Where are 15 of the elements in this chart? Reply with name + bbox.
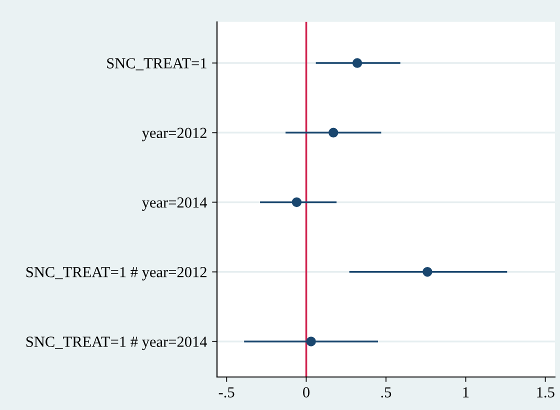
point — [328, 128, 338, 138]
y-tick-label: SNC_TREAT=1 # year=2014 — [26, 336, 208, 350]
x-tick-label: 0 — [303, 387, 310, 398]
y-tick-label: SNC_TREAT=1 # year=2012 — [26, 266, 206, 280]
x-tick-label: -.5 — [218, 387, 234, 398]
x-tick-label: 1.5 — [537, 387, 554, 398]
x-tick-label: 1 — [463, 387, 469, 398]
y-tick-label: year=2012 — [142, 128, 206, 142]
y-tick-label: SNC_TREAT=1 — [107, 58, 206, 70]
point — [352, 58, 362, 68]
point — [306, 336, 316, 346]
point — [292, 197, 302, 208]
x-tick-label: .5 — [381, 387, 392, 398]
point — [422, 267, 432, 277]
y-tick-label: year=2014 — [142, 197, 208, 211]
